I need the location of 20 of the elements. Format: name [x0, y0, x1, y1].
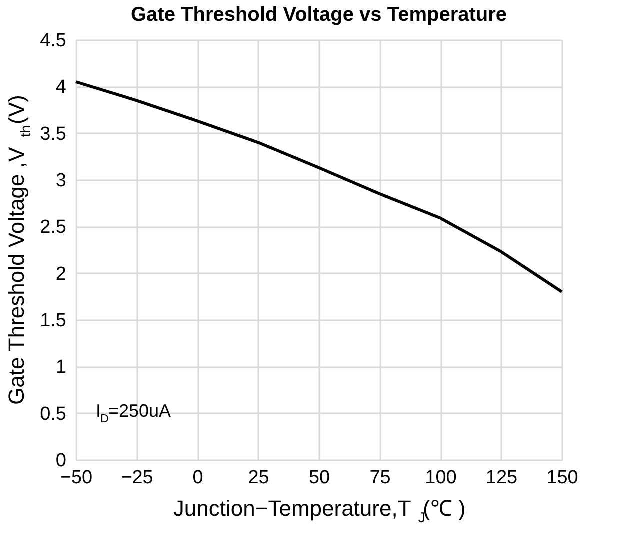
x-tick-label: 50 [308, 468, 330, 488]
x-tick-label: 125 [486, 468, 518, 488]
y-axis-title: Gate Threshold Voltage ,Vth(V) [4, 95, 35, 405]
y-tick-label: 1.5 [40, 310, 66, 332]
x-tick-label: 0 [192, 468, 204, 488]
y-tick-label: 2.5 [40, 217, 66, 238]
y-tick-label: 4.5 [40, 30, 66, 52]
y-tick-label: 3.5 [40, 124, 66, 145]
x-tick-label: 150 [546, 468, 578, 488]
x-tick-label: −25 [121, 468, 154, 488]
x-tick-label: 25 [248, 468, 270, 488]
y-tick-label: 1 [56, 357, 66, 378]
x-tick-label: 100 [425, 468, 457, 488]
chart-title: Gate Threshold Voltage vs Temperature [130, 4, 508, 26]
x-tick-label: 75 [370, 468, 391, 488]
y-tick-label: 0.5 [40, 404, 66, 425]
y-tick-label: 4 [56, 77, 67, 98]
y-tick-label: 2 [56, 264, 66, 285]
y-tick-label: 3 [56, 170, 66, 192]
line-series [74, 80, 564, 294]
